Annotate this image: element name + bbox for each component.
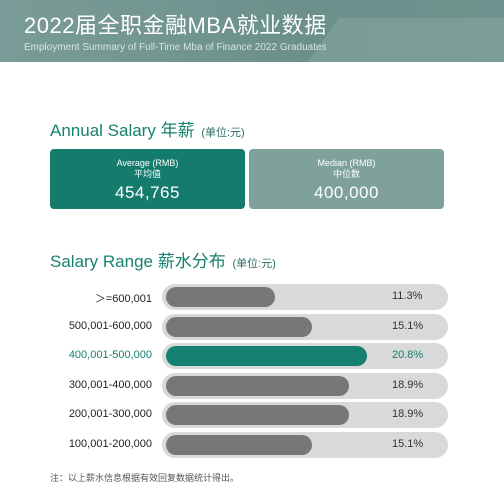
annual-salary-title: Annual Salary 年薪 xyxy=(50,121,195,140)
bar xyxy=(166,434,312,455)
value-label: 15.1% xyxy=(392,319,424,332)
median-salary-card: Median (RMB) 中位数 400,000 xyxy=(249,149,444,209)
value-label: 18.9% xyxy=(392,378,424,391)
bar xyxy=(166,375,349,396)
average-label: Average (RMB) xyxy=(116,158,179,168)
page-header: 2022届全职金融MBA就业数据 Employment Summary of F… xyxy=(0,0,504,62)
salary-range-title: Salary Range 薪水分布 xyxy=(50,252,226,271)
bar-row: 100,001-200,000 15.1% xyxy=(0,431,504,458)
category-label: ＞=600,001 xyxy=(94,293,152,305)
category-label: 500,001-600,000 xyxy=(68,319,152,332)
average-value: 454,765 xyxy=(115,183,180,202)
bar-row: 500,001-600,000 15.1% xyxy=(0,313,504,340)
bar xyxy=(166,405,349,425)
bar-row: 300,001-400,000 18.9% xyxy=(0,372,504,399)
bar xyxy=(166,287,275,307)
value-label: 18.9% xyxy=(392,408,424,420)
bar-row: ＞=600,001 11.3% xyxy=(0,284,504,310)
bar xyxy=(166,316,312,337)
bar-row: 200,001-300,000 18.9% xyxy=(0,402,504,428)
value-label: 20.8% xyxy=(392,349,424,361)
salary-range-unit: (单位:元) xyxy=(232,258,276,270)
page-title: 2022届全职金融MBA就业数据 xyxy=(24,13,327,38)
category-label: 200,001-300,000 xyxy=(68,408,152,420)
annual-salary-unit: (单位:元) xyxy=(201,127,245,139)
category-label: 400,001-500,000 xyxy=(68,349,152,361)
value-label: 11.3% xyxy=(392,290,423,302)
average-sublabel: 平均值 xyxy=(133,169,161,179)
bar xyxy=(166,346,367,366)
bar-row: 400,001-500,000 20.8% xyxy=(0,343,504,369)
median-value: 400,000 xyxy=(314,183,379,202)
category-label: 300,001-400,000 xyxy=(68,378,152,391)
value-label: 15.1% xyxy=(392,437,424,450)
page-subtitle: Employment Summary of Full-Time Mba of F… xyxy=(24,42,327,53)
median-label: Median (RMB) xyxy=(317,158,376,168)
category-label: 100,001-200,000 xyxy=(68,437,152,450)
median-sublabel: 中位数 xyxy=(332,169,360,179)
footnote: 注：以上薪水信息根据有效回复数据统计得出。 xyxy=(50,473,240,483)
salary-range-heading: Salary Range 薪水分布 (单位:元) xyxy=(50,247,276,272)
annual-salary-heading: Annual Salary 年薪 (单位:元) xyxy=(50,116,245,141)
average-salary-card: Average (RMB) 平均值 454,765 xyxy=(50,149,245,209)
